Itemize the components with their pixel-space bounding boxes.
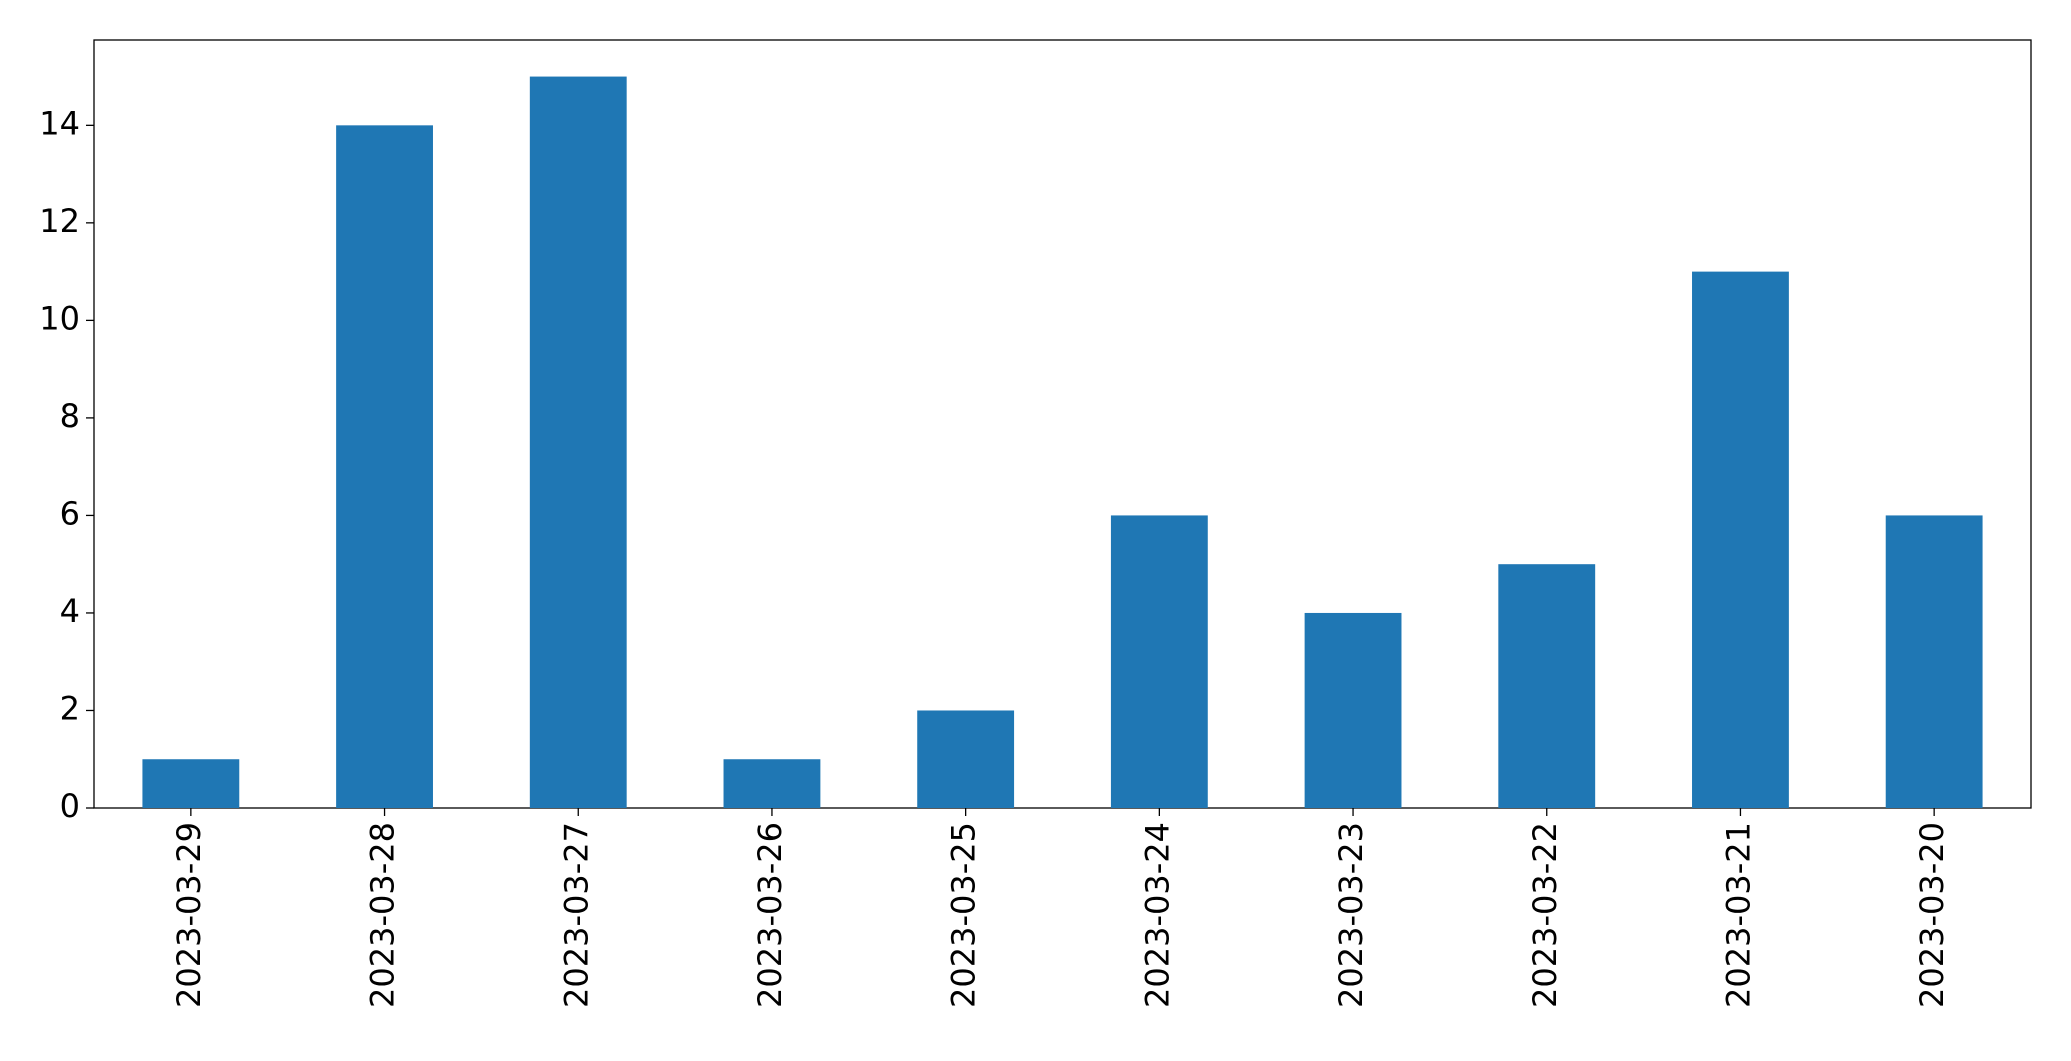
bar: [1498, 564, 1596, 808]
y-tick-label: 12: [39, 202, 80, 240]
bar: [1885, 515, 1983, 808]
x-tick-label: 2023-03-20: [1913, 822, 1951, 1008]
x-tick-label: 2023-03-21: [1719, 822, 1757, 1008]
bar: [1692, 271, 1789, 809]
y-tick-label: 2: [60, 689, 80, 727]
y-tick-label: 10: [39, 299, 80, 337]
bar: [723, 759, 821, 808]
x-tick-label: 2023-03-24: [1138, 822, 1176, 1008]
y-tick-label: 4: [60, 592, 80, 630]
x-tick-label: 2023-03-29: [170, 822, 208, 1008]
x-tick-label: 2023-03-25: [945, 822, 983, 1008]
y-tick-label: 6: [60, 494, 80, 532]
bar: [142, 759, 240, 808]
x-tick-label: 2023-03-27: [557, 822, 595, 1008]
bar: [1304, 612, 1402, 808]
x-tick-label: 2023-03-26: [751, 822, 789, 1008]
x-tick-label: 2023-03-23: [1332, 822, 1370, 1008]
x-tick-label: 2023-03-28: [364, 822, 402, 1008]
bar: [336, 125, 433, 809]
x-tick-label: 2023-03-22: [1526, 822, 1564, 1008]
bar: [1110, 515, 1208, 808]
plot-frame: [93, 39, 2032, 809]
y-tick-label: 0: [60, 787, 80, 825]
bar: [917, 710, 1015, 808]
bar: [529, 76, 627, 809]
y-tick-label: 14: [39, 104, 80, 142]
y-tick-label: 8: [60, 397, 80, 435]
